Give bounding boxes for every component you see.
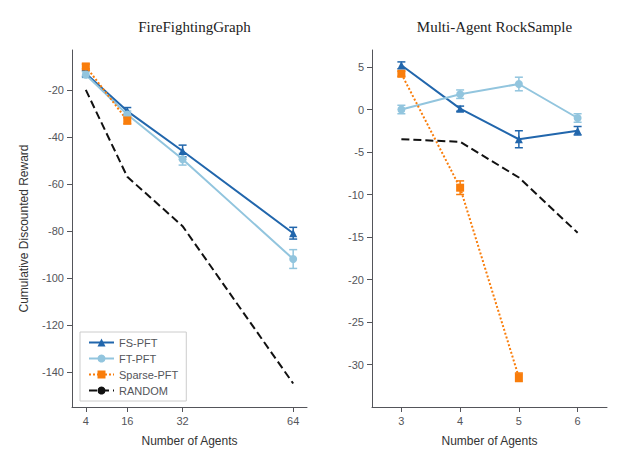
svg-text:-30: -30	[348, 359, 364, 371]
svg-text:4: 4	[83, 415, 89, 427]
svg-text:Number of Agents: Number of Agents	[441, 434, 537, 448]
svg-text:-80: -80	[48, 225, 64, 237]
svg-text:-20: -20	[348, 274, 364, 286]
svg-text:-120: -120	[42, 319, 64, 331]
svg-text:-15: -15	[348, 231, 364, 243]
svg-text:FireFightingGraph: FireFightingGraph	[138, 19, 251, 35]
svg-text:Multi-Agent RockSample: Multi-Agent RockSample	[417, 19, 573, 35]
svg-text:32: 32	[176, 415, 188, 427]
svg-text:-60: -60	[48, 178, 64, 190]
svg-text:-140: -140	[42, 366, 64, 378]
svg-text:Cumulative Discounted Reward: Cumulative Discounted Reward	[17, 144, 31, 312]
svg-text:16: 16	[121, 415, 133, 427]
svg-text:4: 4	[457, 415, 463, 427]
svg-text:-5: -5	[354, 146, 364, 158]
svg-text:-40: -40	[48, 131, 64, 143]
svg-text:FS-PFT: FS-PFT	[119, 337, 158, 349]
svg-text:5: 5	[358, 61, 364, 73]
svg-text:0: 0	[358, 104, 364, 116]
svg-text:6: 6	[575, 415, 581, 427]
svg-text:-10: -10	[348, 189, 364, 201]
svg-text:-100: -100	[42, 272, 64, 284]
svg-text:RANDOM: RANDOM	[119, 385, 168, 397]
svg-text:5: 5	[516, 415, 522, 427]
svg-text:-25: -25	[348, 316, 364, 328]
svg-text:Number of Agents: Number of Agents	[141, 434, 237, 448]
svg-text:FT-PFT: FT-PFT	[119, 353, 157, 365]
svg-text:-20: -20	[48, 84, 64, 96]
svg-text:Sparse-PFT: Sparse-PFT	[119, 369, 179, 381]
svg-text:64: 64	[287, 415, 299, 427]
svg-text:3: 3	[398, 415, 404, 427]
